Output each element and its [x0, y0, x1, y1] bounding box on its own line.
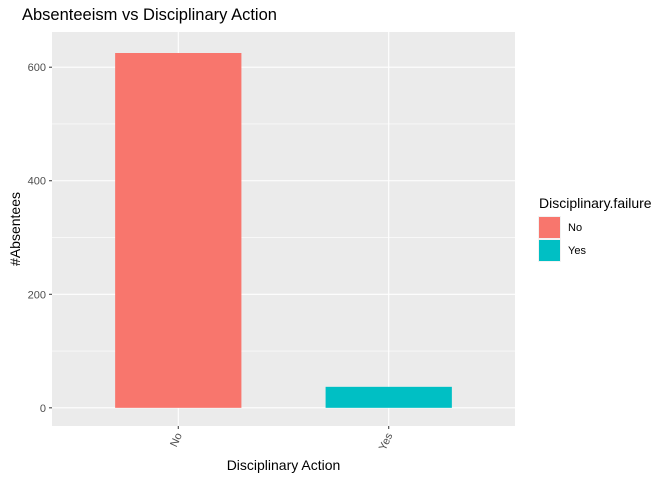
legend-label-yes: Yes — [568, 245, 586, 257]
x-axis-ticks: No Yes — [168, 426, 396, 453]
y-tick-label: 400 — [28, 176, 46, 188]
y-tick-label: 200 — [28, 289, 46, 301]
bars — [115, 53, 452, 408]
bar-yes — [325, 386, 452, 408]
chart-title: Absenteeism vs Disciplinary Action — [22, 6, 277, 24]
legend: Disciplinary.failure No Yes — [538, 195, 652, 262]
legend-items: No Yes — [538, 216, 586, 262]
y-tick-label: 600 — [28, 62, 46, 74]
legend-swatch-no — [539, 217, 560, 238]
y-axis-title: #Absentees — [7, 192, 23, 266]
bar-no — [115, 53, 242, 408]
y-tick-label: 0 — [40, 403, 46, 415]
x-tick-label: No — [168, 431, 185, 449]
legend-title: Disciplinary.failure — [539, 195, 652, 211]
y-axis-ticks: 0 200 400 600 — [28, 62, 52, 415]
x-tick-label: Yes — [377, 431, 396, 453]
legend-swatch-yes — [539, 240, 560, 261]
x-axis-title: Disciplinary Action — [227, 457, 341, 473]
legend-label-no: No — [568, 222, 582, 234]
